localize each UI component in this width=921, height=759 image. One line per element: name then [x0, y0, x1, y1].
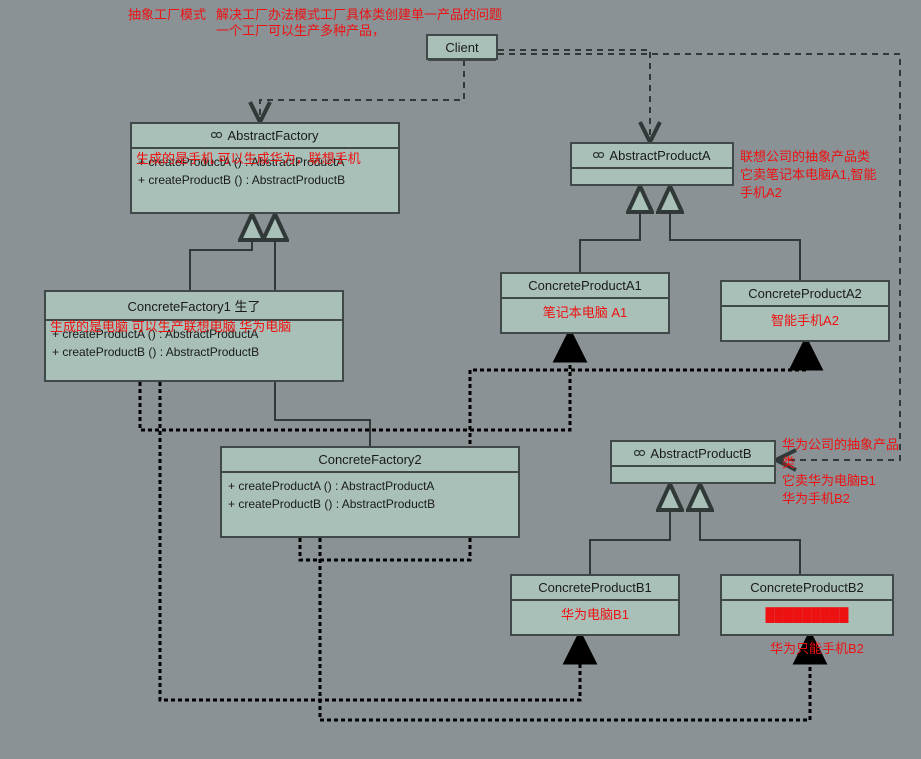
- abstract-icon: [634, 446, 646, 456]
- uml-body: 智能手机A2: [722, 307, 888, 335]
- uml-concrete-product-a1: ConcreteProductA1 笔记本电脑 A1: [500, 272, 670, 334]
- edge-dep: [260, 60, 464, 122]
- annotation: 联想公司的抽象产品类: [740, 148, 870, 166]
- edge-gen: [670, 186, 800, 280]
- uml-op: + createProductB () : AbstractProductB: [228, 495, 512, 513]
- annotation: 华为只能手机B2: [770, 640, 864, 658]
- uml-title: AbstractProductA: [572, 144, 732, 169]
- uml-title-text: ConcreteProductB1: [538, 580, 651, 595]
- uml-client: Client: [426, 34, 498, 60]
- uml-body: [572, 169, 732, 177]
- edge-gen: [580, 186, 640, 272]
- edge-depH: [160, 382, 580, 700]
- uml-op: + createProductA () : AbstractProductA: [52, 325, 336, 343]
- annotation: 手机A2: [740, 184, 782, 202]
- edge-dep: [498, 54, 900, 460]
- uml-body: 华为电脑B1: [512, 601, 678, 629]
- internal-annotation: 华为电脑B1: [518, 605, 672, 625]
- uml-concrete-factory-2: ConcreteFactory2 + createProductA () : Ab…: [220, 446, 520, 538]
- uml-op: + createProductA () : AbstractProductA: [138, 153, 392, 171]
- internal-annotation: 智能手机A2: [728, 311, 882, 331]
- uml-concrete-product-a2: ConcreteProductA2 智能手机A2: [720, 280, 890, 342]
- uml-op: + createProductB () : AbstractProductB: [52, 343, 336, 361]
- uml-op: + createProductA () : AbstractProductA: [228, 477, 512, 495]
- uml-body: [428, 61, 496, 69]
- annotation: 华为公司的抽象产品: [782, 436, 899, 454]
- annotation: 它卖笔记本电脑A1,智能: [740, 166, 877, 184]
- uml-title: ConcreteProductB1: [512, 576, 678, 601]
- edge-gen: [590, 484, 670, 574]
- edge-gen: [700, 484, 800, 574]
- uml-title-text: Client: [445, 40, 478, 55]
- uml-title-text: ConcreteFactory1 生了: [128, 299, 261, 314]
- uml-title-text: AbstractProductA: [609, 148, 710, 163]
- diagram-canvas: Client AbstractFactory + createProductA (…: [0, 0, 921, 759]
- internal-annotation: 笔记本电脑 A1: [508, 303, 662, 323]
- uml-title-text: ConcreteFactory2: [318, 452, 421, 467]
- uml-title-text: ConcreteProductA1: [528, 278, 641, 293]
- uml-concrete-product-b1: ConcreteProductB1 华为电脑B1: [510, 574, 680, 636]
- annotation: 一个工厂可以生产多种产品，: [216, 22, 385, 40]
- internal-annotation: █████████: [728, 605, 886, 625]
- uml-title-text: AbstractProductB: [650, 446, 751, 461]
- uml-title: ConcreteFactory1 生了: [46, 292, 342, 321]
- edge-dep: [498, 50, 650, 142]
- uml-body: [612, 467, 774, 475]
- edge-gen: [190, 214, 252, 290]
- uml-title: AbstractFactory: [132, 124, 398, 149]
- annotation: 解决工厂办法模式工厂具体类创建单一产品的问题: [216, 6, 502, 24]
- uml-op: + createProductB () : AbstractProductB: [138, 171, 392, 189]
- annotation: 华为手机B2: [782, 490, 850, 508]
- uml-body: + createProductA () : AbstractProductA+ …: [132, 149, 398, 193]
- uml-title: ConcreteProductA1: [502, 274, 668, 299]
- annotation: 类: [782, 454, 795, 472]
- uml-body: + createProductA () : AbstractProductA+ …: [222, 473, 518, 517]
- uml-body: 笔记本电脑 A1: [502, 299, 668, 327]
- uml-body: + createProductA () : AbstractProductA+ …: [46, 321, 342, 365]
- abstract-icon: [593, 148, 605, 158]
- uml-concrete-product-b2: ConcreteProductB2 █████████: [720, 574, 894, 636]
- uml-title: AbstractProductB: [612, 442, 774, 467]
- uml-title-text: AbstractFactory: [227, 128, 318, 143]
- uml-abstract-factory: AbstractFactory + createProductA () : Abs…: [130, 122, 400, 214]
- annotation: 抽象工厂模式: [128, 6, 206, 24]
- annotation: 它卖华为电脑B1: [782, 472, 876, 490]
- uml-concrete-factory-1: ConcreteFactory1 生了 + createProductA () :…: [44, 290, 344, 382]
- uml-title: ConcreteFactory2: [222, 448, 518, 473]
- uml-body: █████████: [722, 601, 892, 629]
- uml-title: ConcreteProductA2: [722, 282, 888, 307]
- uml-title: Client: [428, 36, 496, 61]
- uml-abstract-product-b: AbstractProductB: [610, 440, 776, 484]
- uml-title: ConcreteProductB2: [722, 576, 892, 601]
- abstract-icon: [211, 128, 223, 138]
- uml-title-text: ConcreteProductB2: [750, 580, 863, 595]
- uml-abstract-product-a: AbstractProductA: [570, 142, 734, 186]
- uml-title-text: ConcreteProductA2: [748, 286, 861, 301]
